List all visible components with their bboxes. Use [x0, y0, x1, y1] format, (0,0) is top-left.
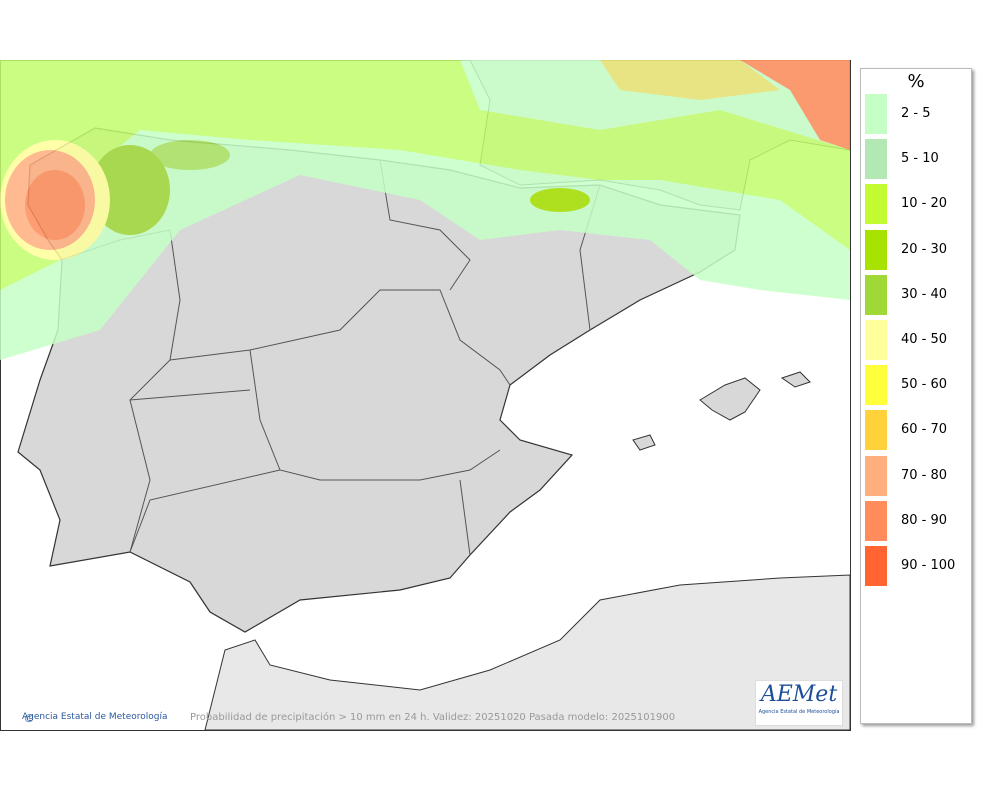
legend-swatch	[865, 365, 887, 406]
legend-label: 20 - 30	[901, 241, 948, 257]
legend-item: 50 - 60	[865, 365, 971, 406]
legend: % 2 - 5 5 - 10 10 - 20 20 - 30 30 - 40 40 - 5…	[860, 68, 972, 724]
legend-swatch	[865, 184, 887, 225]
legend-swatch	[865, 546, 887, 586]
legend-label: 40 - 50	[901, 332, 948, 347]
legend-swatch	[865, 229, 887, 270]
legend-label: 70 - 80	[901, 467, 948, 483]
legend-item: 10 - 20	[865, 184, 971, 225]
legend-label: 2 - 5	[901, 106, 931, 121]
legend-swatch	[865, 139, 887, 180]
legend-swatch	[865, 320, 887, 360]
legend-label: 30 - 40	[901, 286, 948, 302]
legend-item: 2 - 5	[865, 94, 971, 134]
credit: Agencia Estatal de Meteorología	[22, 712, 168, 722]
logo-subtitle: Agencia Estatal de Meteorología	[758, 709, 840, 715]
region-borders	[59, 159, 601, 556]
precipitation-areas	[0, 60, 850, 360]
legend-label: 90 - 100	[901, 558, 956, 573]
caption: Probabilidad de precipitación > 10 mm en…	[190, 712, 676, 723]
legend-item: 30 - 40	[865, 274, 971, 315]
legend-label: 60 - 70	[901, 422, 948, 438]
mallorca	[699, 377, 761, 421]
legend-item: 5 - 10	[865, 139, 971, 180]
legend-label: 5 - 10	[901, 151, 939, 167]
ibiza	[632, 434, 656, 451]
legend-item: 20 - 30	[865, 229, 971, 270]
legend-swatch	[865, 274, 887, 315]
copyright-icon: ©	[24, 712, 35, 725]
logo: AEMet Agencia Estatal de Meteorología	[755, 680, 843, 726]
legend-label: 50 - 60	[901, 377, 948, 393]
legend-swatch	[865, 410, 887, 451]
logo-name: AEMet	[760, 682, 838, 707]
legend-item: 60 - 70	[865, 410, 971, 451]
legend-label: 10 - 20	[901, 196, 948, 212]
legend-swatch	[865, 94, 887, 134]
legend-item: 80 - 90	[865, 500, 971, 541]
legend-swatch	[865, 455, 887, 496]
map: ©	[0, 60, 851, 731]
legend-item: 90 - 100	[865, 546, 971, 586]
legend-title: %	[907, 71, 925, 92]
legend-swatch	[865, 500, 887, 541]
menorca	[780, 371, 811, 388]
legend-item: 40 - 50	[865, 320, 971, 360]
legend-item: 70 - 80	[865, 455, 971, 496]
legend-label: 80 - 90	[901, 512, 948, 528]
africa	[204, 574, 851, 731]
